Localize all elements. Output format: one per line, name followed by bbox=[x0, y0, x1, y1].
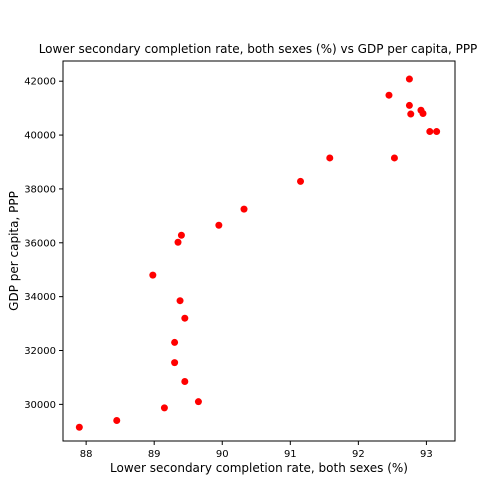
x-tick-label: 90 bbox=[216, 449, 229, 460]
scatter-point bbox=[194, 398, 202, 406]
scatter-point bbox=[433, 128, 441, 136]
x-tick-label: 92 bbox=[352, 449, 365, 460]
scatter-point bbox=[426, 128, 434, 136]
scatter-point bbox=[326, 154, 334, 162]
x-tick-label: 93 bbox=[420, 449, 433, 460]
scatter-point bbox=[176, 297, 184, 305]
scatter-points bbox=[75, 75, 441, 431]
y-tick-label: 34000 bbox=[24, 292, 56, 303]
scatter-point bbox=[385, 91, 393, 99]
x-axis: 88 89 90 91 92 93 bbox=[80, 441, 433, 460]
chart-title: Lower secondary completion rate, both se… bbox=[39, 42, 478, 56]
y-tick-label: 40000 bbox=[24, 131, 56, 142]
scatter-point bbox=[407, 110, 415, 118]
y-axis: 30000 32000 34000 36000 38000 40000 42000 bbox=[24, 77, 63, 411]
x-tick-label: 88 bbox=[80, 449, 93, 460]
scatter-point bbox=[405, 101, 413, 109]
y-tick-label: 42000 bbox=[24, 77, 56, 88]
y-tick-label: 30000 bbox=[24, 400, 56, 411]
y-axis-label: GDP per capita, PPP bbox=[7, 191, 21, 311]
scatter-point bbox=[113, 417, 121, 425]
scatter-point bbox=[181, 377, 189, 385]
scatter-point bbox=[171, 359, 179, 367]
scatter-point bbox=[149, 271, 157, 279]
scatter-point bbox=[405, 75, 413, 83]
x-axis-label: Lower secondary completion rate, both se… bbox=[110, 461, 408, 475]
x-tick-label: 91 bbox=[284, 449, 297, 460]
x-tick-label: 89 bbox=[148, 449, 161, 460]
scatter-point bbox=[297, 177, 305, 185]
y-tick-label: 36000 bbox=[24, 238, 56, 249]
scatter-point bbox=[75, 423, 83, 431]
scatter-point bbox=[171, 338, 179, 346]
scatter-point bbox=[181, 314, 189, 322]
scatter-point bbox=[177, 231, 185, 239]
scatter-point bbox=[174, 238, 182, 246]
scatter-point bbox=[240, 205, 248, 213]
scatter-point bbox=[419, 110, 427, 118]
scatter-point bbox=[160, 404, 168, 412]
scatter-point bbox=[215, 221, 223, 229]
scatter-point bbox=[390, 154, 398, 162]
y-tick-label: 38000 bbox=[24, 184, 56, 195]
y-tick-label: 32000 bbox=[24, 346, 56, 357]
plot-area-frame bbox=[62, 60, 456, 442]
